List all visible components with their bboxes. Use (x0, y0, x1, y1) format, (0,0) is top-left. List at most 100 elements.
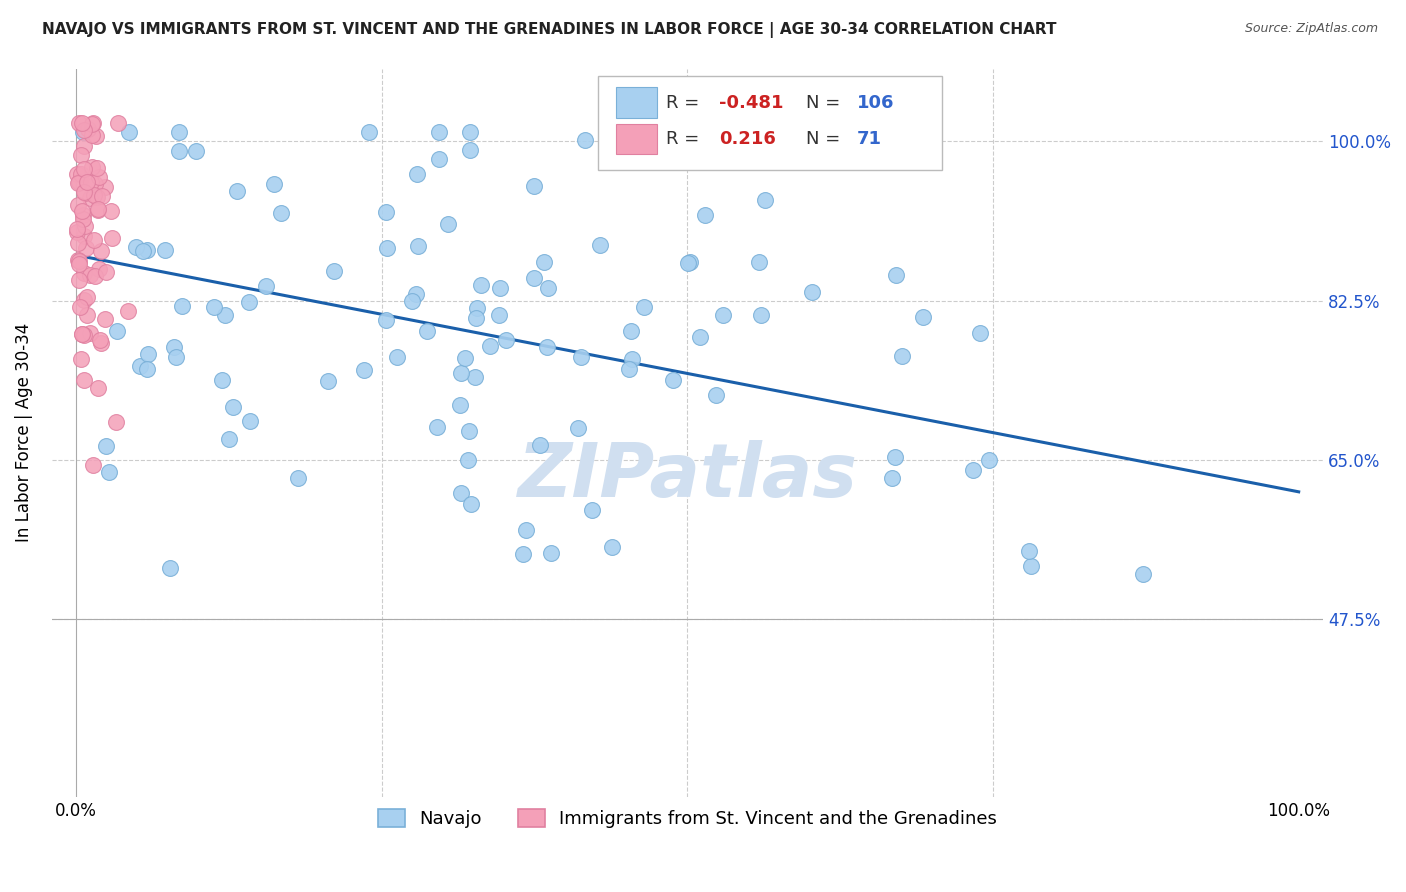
Point (495, 333, 517, 347)
Point (125, 240, 148, 254)
Point (287, 471, 309, 485)
Point (70, 351, 93, 366)
Text: R =: R = (666, 130, 704, 148)
Point (136, 243, 159, 257)
Point (76, 121, 98, 136)
Point (488, 308, 510, 322)
Point (165, 350, 187, 364)
Point (385, 351, 408, 365)
Point (748, 255, 770, 269)
Point (84, 129, 107, 144)
Point (464, 370, 486, 384)
Point (107, 116, 129, 130)
Point (89, 333, 111, 347)
Point (533, 254, 555, 268)
Point (353, 363, 375, 377)
Point (713, 308, 735, 322)
Point (704, 387, 727, 401)
Point (270, 206, 292, 220)
Point (458, 424, 481, 438)
Point (1021, 559, 1043, 574)
Point (90, 189, 112, 203)
Point (239, 414, 262, 428)
Point (1018, 543, 1040, 558)
Point (72, 327, 94, 342)
Point (94, 439, 117, 453)
Point (66, 225, 89, 239)
Point (406, 167, 429, 181)
Point (620, 324, 643, 338)
Point (163, 340, 186, 354)
Point (82, 116, 104, 130)
Text: R =: R = (666, 94, 704, 112)
Point (159, 561, 181, 575)
Point (73, 327, 96, 342)
Point (489, 281, 512, 295)
Point (450, 367, 472, 381)
Point (76, 175, 98, 189)
Point (117, 303, 139, 318)
Point (79, 268, 101, 282)
Point (167, 125, 190, 139)
Legend: Navajo, Immigrants from St. Vincent and the Grenadines: Navajo, Immigrants from St. Vincent and … (370, 801, 1004, 835)
Point (80, 161, 103, 175)
Text: 106: 106 (856, 94, 894, 112)
Point (316, 374, 339, 388)
Point (172, 299, 194, 313)
Point (426, 420, 449, 434)
Point (749, 308, 772, 322)
Point (416, 325, 439, 339)
Point (75, 241, 97, 255)
Point (79, 326, 101, 340)
Text: 71: 71 (856, 130, 882, 148)
Point (73, 138, 96, 153)
Point (567, 420, 589, 434)
Point (912, 310, 935, 325)
Point (97, 466, 120, 480)
Point (536, 340, 558, 354)
Point (67, 252, 90, 267)
Text: -0.481: -0.481 (720, 94, 783, 112)
Point (222, 400, 245, 414)
Point (571, 350, 593, 364)
Point (136, 347, 159, 361)
Point (90, 336, 112, 351)
Point (453, 351, 475, 366)
Point (87, 170, 110, 185)
Point (73, 186, 96, 200)
Point (155, 243, 177, 257)
Point (94, 180, 117, 194)
Point (465, 301, 488, 315)
Point (87, 202, 110, 216)
Point (79, 191, 101, 205)
Point (69, 301, 91, 315)
Point (529, 438, 551, 452)
Point (82, 458, 104, 472)
Point (184, 144, 207, 158)
Y-axis label: In Labor Force | Age 30-34: In Labor Force | Age 30-34 (15, 323, 32, 542)
Point (401, 293, 423, 308)
Point (617, 361, 640, 376)
Point (70, 203, 93, 218)
Point (218, 432, 240, 446)
Point (87, 381, 110, 395)
Point (602, 540, 624, 554)
Point (66, 177, 89, 191)
Point (458, 125, 481, 139)
Point (72, 211, 94, 226)
Point (359, 125, 381, 139)
Point (621, 352, 644, 367)
Text: N =: N = (806, 130, 845, 148)
Point (69, 148, 91, 162)
Point (457, 452, 479, 467)
FancyBboxPatch shape (616, 124, 657, 154)
Text: 0.216: 0.216 (720, 130, 776, 148)
Point (67, 254, 90, 268)
Point (67, 273, 90, 287)
Point (66, 167, 89, 181)
Point (69, 167, 91, 181)
Point (83, 188, 105, 202)
Point (136, 362, 159, 376)
Text: N =: N = (806, 94, 845, 112)
Point (67, 257, 90, 271)
